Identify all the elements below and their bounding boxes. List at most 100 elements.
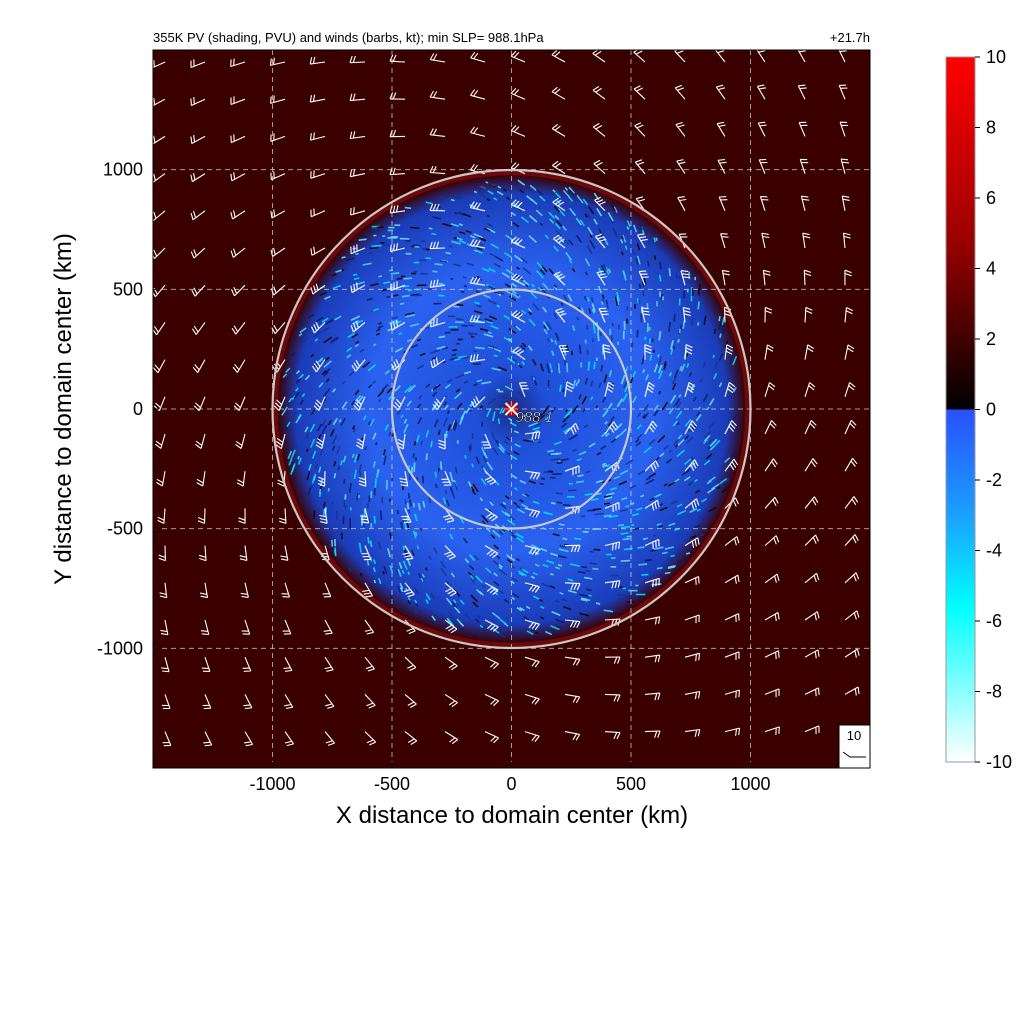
wind-barb xyxy=(682,306,691,323)
pv-speckle xyxy=(319,448,324,456)
pv-speckle xyxy=(406,502,410,510)
wind-barb xyxy=(592,122,606,137)
pv-speckle xyxy=(355,395,362,402)
pv-speckle xyxy=(585,569,591,573)
wind-barb xyxy=(764,688,780,698)
pv-speckle xyxy=(556,501,562,504)
pv-speckle xyxy=(501,272,510,279)
pv-speckle xyxy=(595,602,601,605)
pv-speckle xyxy=(568,186,575,194)
pv-speckle xyxy=(498,632,506,639)
pv-speckle xyxy=(288,457,293,466)
pv-speckle xyxy=(341,256,346,259)
wind-barb xyxy=(636,233,648,249)
pv-speckle xyxy=(686,363,690,368)
pv-speckle xyxy=(697,406,701,411)
pv-speckle xyxy=(557,563,563,567)
pv-speckle xyxy=(583,295,588,301)
wind-barb xyxy=(844,344,855,360)
pv-speckle xyxy=(445,433,449,438)
pv-speckle xyxy=(519,606,525,612)
pv-speckle xyxy=(318,488,322,494)
pv-speckle xyxy=(653,404,659,412)
pv-speckle xyxy=(473,233,484,239)
pv-speckle xyxy=(624,459,634,466)
pv-speckle xyxy=(667,566,675,570)
pv-speckle xyxy=(645,476,651,481)
pv-speckle xyxy=(588,442,596,448)
wind-barb xyxy=(797,50,807,63)
wind-barb xyxy=(153,247,166,259)
pv-speckle xyxy=(603,374,608,383)
pv-speckle xyxy=(498,446,505,454)
pv-speckle xyxy=(487,190,494,195)
pv-speckle xyxy=(533,423,541,428)
wind-barb xyxy=(190,172,206,183)
wind-barb xyxy=(764,535,780,547)
pv-speckle xyxy=(632,370,637,379)
pv-speckle xyxy=(550,502,556,505)
pv-speckle xyxy=(409,323,420,328)
wind-barb xyxy=(644,577,660,588)
pv-speckle xyxy=(323,360,332,368)
pv-speckle xyxy=(557,554,567,559)
pv-speckle xyxy=(307,487,311,496)
pv-speckle xyxy=(383,566,388,574)
pv-speckle xyxy=(707,445,712,450)
pv-speckle xyxy=(653,495,658,499)
wind-barb xyxy=(315,433,326,450)
pv-speckle xyxy=(493,183,499,188)
pv-speckle xyxy=(631,524,635,527)
pv-speckle xyxy=(671,375,677,385)
pv-speckle xyxy=(499,618,507,625)
pv-speckle xyxy=(469,574,475,580)
pv-speckle xyxy=(403,418,408,424)
pv-speckle xyxy=(539,482,544,486)
pv-speckle xyxy=(511,577,519,583)
pv-speckle xyxy=(690,318,694,326)
pv-speckle xyxy=(576,316,580,321)
pv-speckle xyxy=(377,398,382,403)
wind-barb xyxy=(361,545,372,561)
pv-speckle xyxy=(665,458,673,464)
pv-speckle xyxy=(653,237,657,243)
pv-speckle xyxy=(614,296,619,307)
pv-speckle xyxy=(483,333,494,338)
wind-barb xyxy=(764,458,778,472)
wind-barb xyxy=(192,359,206,374)
wind-barb xyxy=(718,196,728,212)
pv-speckle xyxy=(318,382,324,388)
pv-speckle xyxy=(378,275,383,278)
pv-speckle xyxy=(552,533,560,537)
pv-speckle xyxy=(404,312,415,316)
pv-speckle xyxy=(351,333,359,339)
pv-speckle xyxy=(590,380,594,387)
pv-speckle xyxy=(308,463,312,471)
pv-speckle xyxy=(516,311,522,316)
pv-speckle xyxy=(711,483,720,490)
wind-barb xyxy=(675,121,686,137)
pv-speckle xyxy=(544,234,550,240)
pv-speckle xyxy=(473,276,483,281)
wind-barb xyxy=(484,693,499,707)
pv-speckle xyxy=(473,190,478,194)
pv-speckle xyxy=(647,240,651,245)
pv-speckle xyxy=(558,548,569,553)
wind-barb xyxy=(764,306,773,323)
pv-speckle xyxy=(346,354,352,359)
pv-speckle xyxy=(305,448,309,453)
pv-speckle xyxy=(589,234,593,239)
wind-barb xyxy=(244,731,254,747)
pv-speckle xyxy=(534,631,539,635)
pv-speckle xyxy=(402,560,408,570)
pv-speckle xyxy=(569,207,576,215)
pv-speckle xyxy=(410,226,420,230)
wind-barb xyxy=(511,273,526,286)
reference-barb-label: 10 xyxy=(847,728,861,743)
pv-speckle xyxy=(573,627,579,631)
pv-speckle xyxy=(356,493,359,500)
pv-speckle xyxy=(515,537,525,543)
pv-speckle xyxy=(497,366,508,372)
wind-barb xyxy=(389,243,406,253)
wind-barb xyxy=(724,574,740,584)
